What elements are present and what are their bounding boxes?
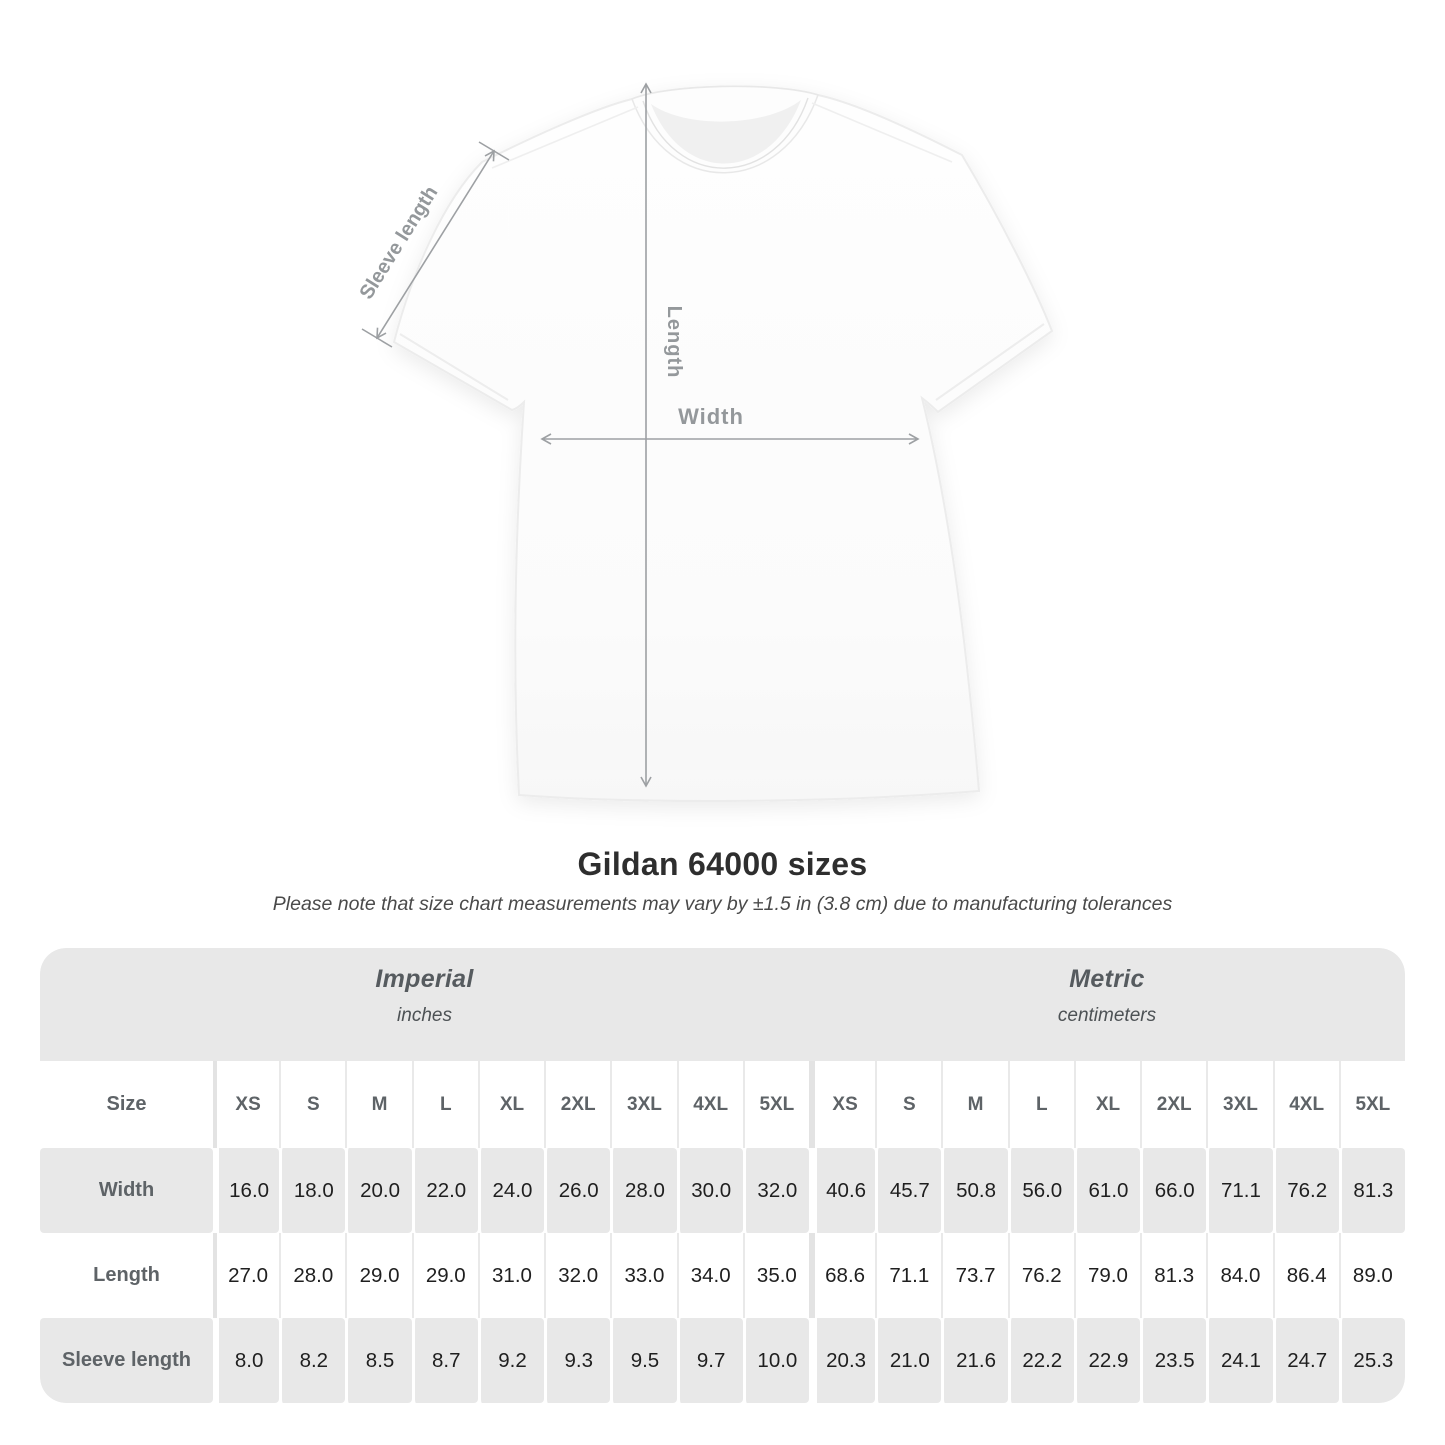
value-cell: 24.1 (1206, 1318, 1273, 1403)
value-cell: 29.0 (411, 1233, 478, 1318)
value-cell: 25.3 (1338, 1318, 1405, 1403)
value-cell: 18.0 (279, 1148, 346, 1233)
value-cell: 22.9 (1073, 1318, 1141, 1403)
value-cell: 66.0 (1140, 1148, 1207, 1233)
value-cell: 89.0 (1338, 1233, 1405, 1318)
value-cell: 28.0 (610, 1148, 677, 1233)
size-header-cell: 3XL (1206, 1061, 1273, 1148)
imperial-unit: inches (397, 1005, 452, 1026)
width-label: Width (678, 404, 744, 429)
length-label: Length (663, 306, 685, 379)
value-cell: 28.0 (279, 1233, 346, 1318)
size-header-cell: XL (1073, 1061, 1141, 1148)
size-header-cell: M (345, 1061, 412, 1148)
value-cell: 20.0 (345, 1148, 412, 1233)
value-cell: 9.3 (544, 1318, 611, 1403)
value-cell: 73.7 (941, 1233, 1008, 1318)
value-cell: 16.0 (213, 1148, 280, 1233)
value-cell: 79.0 (1073, 1233, 1141, 1318)
value-cell: 32.0 (742, 1148, 809, 1233)
size-header-cell: 4XL (676, 1061, 743, 1148)
size-header-cell: L (1007, 1061, 1074, 1148)
value-cell: 29.0 (345, 1233, 412, 1318)
value-cell: 81.3 (1140, 1233, 1207, 1318)
size-header-cell: 2XL (1140, 1061, 1207, 1148)
value-cell: 9.7 (676, 1318, 743, 1403)
value-cell: 68.6 (808, 1233, 876, 1318)
size-header-cell: XS (808, 1061, 876, 1148)
value-cell: 45.7 (875, 1148, 942, 1233)
value-cell: 24.0 (477, 1148, 545, 1233)
metric-header: Metric centimeters (809, 965, 1405, 1027)
shirt-diagram: Sleeve length Length Width (355, 82, 1054, 802)
tshirt-illustration: Sleeve length Length Width (355, 82, 1054, 802)
size-header-cell: 4XL (1272, 1061, 1339, 1148)
value-cell: 40.6 (808, 1148, 876, 1233)
size-header-cell: M (941, 1061, 1008, 1148)
value-cell: 9.5 (610, 1318, 677, 1403)
dimension-tick (478, 141, 510, 161)
value-cell: 21.0 (875, 1318, 942, 1403)
value-cell: 61.0 (1073, 1148, 1141, 1233)
value-cell: 86.4 (1272, 1233, 1339, 1318)
imperial-header: Imperial inches (40, 965, 809, 1027)
size-header-cell: L (411, 1061, 478, 1148)
size-grid: Size XS S M L XL 2XL 3XL 4XL 5XL XS S M L XL 2XL 3XL 4XL 5… (40, 1061, 1405, 1403)
value-cell: 27.0 (213, 1233, 280, 1318)
value-cell: 9.2 (477, 1318, 545, 1403)
value-cell: 20.3 (808, 1318, 876, 1403)
size-header-cell: S (875, 1061, 942, 1148)
size-header-cell: 5XL (1338, 1061, 1405, 1148)
size-header-cell: XS (213, 1061, 280, 1148)
value-cell: 21.6 (941, 1318, 1008, 1403)
value-cell: 32.0 (544, 1233, 611, 1318)
value-cell: 76.2 (1272, 1148, 1339, 1233)
value-cell: 34.0 (676, 1233, 743, 1318)
value-cell: 23.5 (1140, 1318, 1207, 1403)
size-header-cell: S (279, 1061, 346, 1148)
size-header-cell: 2XL (544, 1061, 611, 1148)
value-cell: 71.1 (1206, 1148, 1273, 1233)
sleeve-length-dimension (361, 141, 510, 348)
value-cell: 81.3 (1338, 1148, 1405, 1233)
value-cell: 33.0 (610, 1233, 677, 1318)
row-label-cell: Sleeve length (40, 1318, 213, 1403)
metric-unit: centimeters (1057, 1005, 1157, 1026)
size-header-cell: XL (477, 1061, 545, 1148)
value-cell: 31.0 (477, 1233, 545, 1318)
row-label-cell: Width (40, 1148, 213, 1233)
value-cell: 50.8 (941, 1148, 1008, 1233)
value-cell: 8.5 (345, 1318, 412, 1403)
metric-title: Metric (1069, 965, 1145, 993)
size-header-cell: 5XL (742, 1061, 809, 1148)
value-cell: 56.0 (1007, 1148, 1074, 1233)
dimension-tick (361, 328, 393, 348)
value-cell: 76.2 (1007, 1233, 1074, 1318)
unit-header-band: Imperial inches Metric centimeters (40, 948, 1405, 1061)
tshirt-body (392, 85, 1054, 802)
size-row-label: Size (40, 1061, 213, 1148)
value-cell: 24.7 (1272, 1318, 1339, 1403)
value-cell: 8.7 (411, 1318, 478, 1403)
value-cell: 35.0 (742, 1233, 809, 1318)
imperial-title: Imperial (375, 965, 474, 993)
value-cell: 8.2 (279, 1318, 346, 1403)
value-cell: 71.1 (875, 1233, 942, 1318)
page-title: Gildan 64000 sizes (577, 846, 868, 882)
value-cell: 84.0 (1206, 1233, 1273, 1318)
value-cell: 10.0 (742, 1318, 809, 1403)
size-table: Imperial inches Metric centimeters Size X… (40, 948, 1405, 1403)
value-cell: 22.0 (411, 1148, 478, 1233)
value-cell: 26.0 (544, 1148, 611, 1233)
value-cell: 22.2 (1007, 1318, 1074, 1403)
value-cell: 30.0 (676, 1148, 743, 1233)
tolerance-note: Please note that size chart measurements… (272, 893, 1173, 915)
row-label-cell: Length (40, 1233, 213, 1318)
value-cell: 8.0 (213, 1318, 280, 1403)
size-header-cell: 3XL (610, 1061, 677, 1148)
